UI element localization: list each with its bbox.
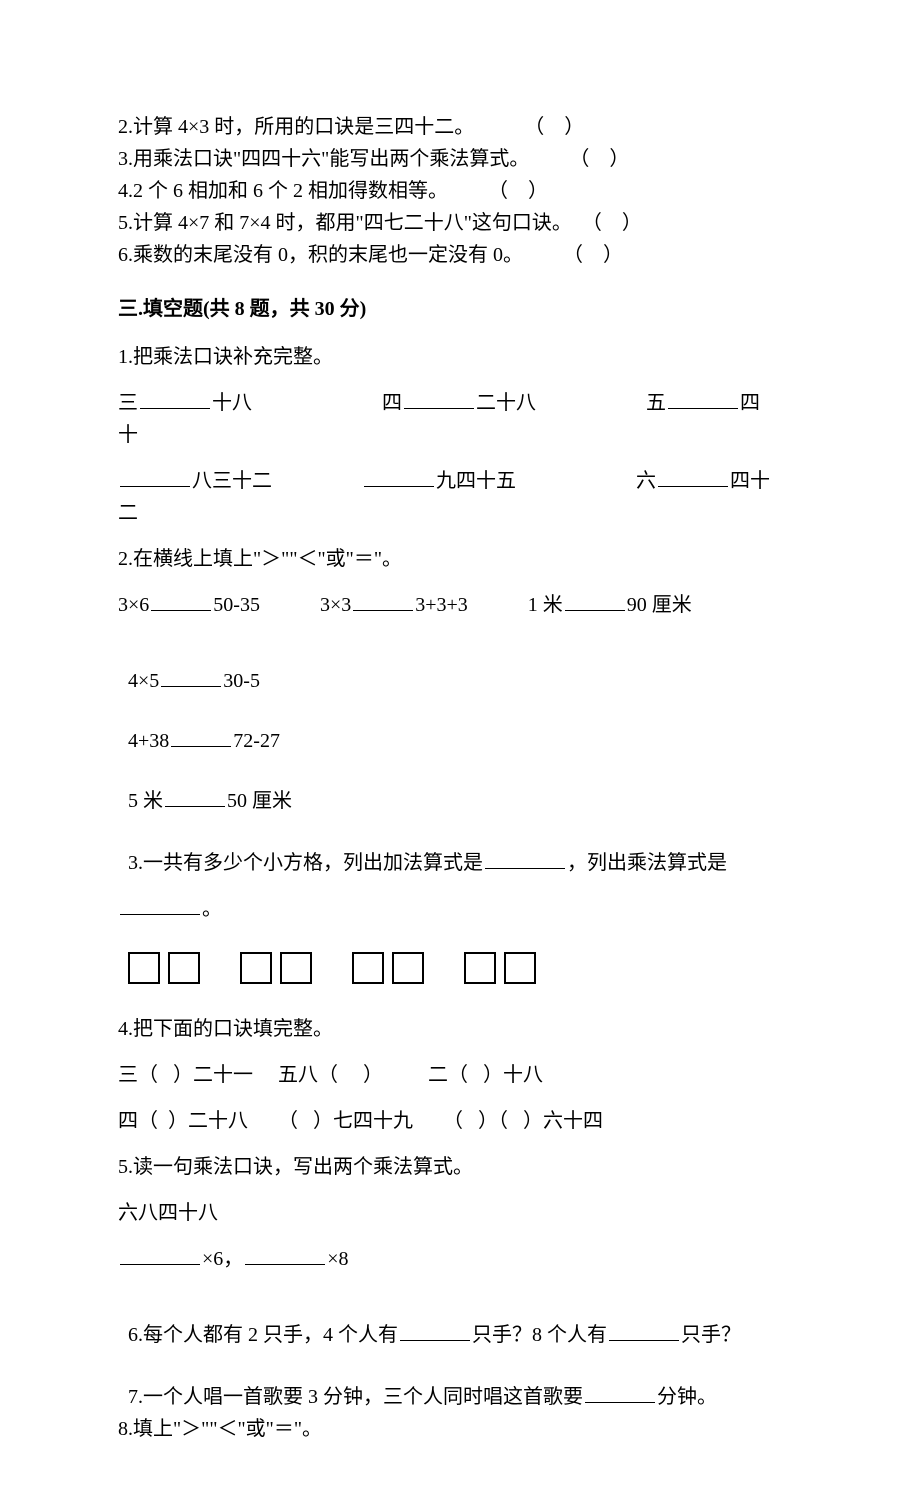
- q1-r1-a-post: 十八: [212, 392, 252, 414]
- q2-r2-b-r: 72-27: [233, 730, 280, 752]
- q4-lead: 4.把下面的口诀填完整。: [118, 1014, 802, 1044]
- square: [504, 952, 536, 984]
- q1-r1-tail: 十: [118, 420, 802, 450]
- blank[interactable]: [120, 466, 190, 487]
- q5-phrase: 六八四十八: [118, 1198, 802, 1228]
- judge-item: 5.计算 4×7 和 7×4 时，都用"四七二十八"这句口诀。 （ ）: [118, 208, 802, 238]
- square: [240, 952, 272, 984]
- q1-r2-a-post: 八三十二: [192, 470, 272, 492]
- square-pair: [352, 952, 424, 984]
- blank[interactable]: [171, 726, 231, 747]
- q5-tail-a: ×6，: [202, 1248, 243, 1270]
- q1-r2-c-pre: 六: [636, 470, 656, 492]
- square-pair: [128, 952, 200, 984]
- q4-row1: 三（ ）二十一 五八（ ） 二（ ）十八: [118, 1060, 802, 1090]
- blank[interactable]: [140, 388, 210, 409]
- q1-r2-b-post: 九四十五: [436, 470, 516, 492]
- q7: 7.一个人唱一首歌要 3 分钟，三个人同时唱这首歌要 分钟。: [118, 1352, 802, 1412]
- q3-text-b: ，列出乘法算式是: [567, 852, 727, 874]
- q1-r2-tail: 二: [118, 498, 802, 528]
- q5-tail-b: ×8: [327, 1248, 348, 1270]
- q7-b: 分钟。: [657, 1386, 717, 1408]
- q1-row1: 三 十八 四 二十八 五 四: [118, 388, 802, 418]
- q2-r1-a-r: 50-35: [213, 594, 260, 616]
- square-pair: [240, 952, 312, 984]
- square: [352, 952, 384, 984]
- q2-r1-c-r: 90 厘米: [627, 594, 692, 616]
- blank[interactable]: [120, 894, 200, 915]
- square: [280, 952, 312, 984]
- q6-b: 只手？8 个人有: [472, 1324, 607, 1346]
- blank[interactable]: [353, 590, 413, 611]
- q1-row2: 八三十二 九四十五 六 四十: [118, 466, 802, 496]
- judge-item: 4.2 个 6 相加和 6 个 2 相加得数相等。 （ ）: [118, 176, 802, 206]
- q6-c: 只手？: [681, 1324, 741, 1346]
- q2-r1-c-l: 1 米: [528, 594, 563, 616]
- q2-r1-b-l: 3×3: [320, 594, 351, 616]
- blank[interactable]: [609, 1320, 679, 1341]
- square: [168, 952, 200, 984]
- blank[interactable]: [565, 590, 625, 611]
- q6-a: 6.每个人都有 2 只手，4 个人有: [128, 1324, 398, 1346]
- judge-item: 2.计算 4×3 时，所用的口诀是三四十二。 （ ）: [118, 112, 802, 142]
- blank[interactable]: [668, 388, 738, 409]
- q8: 8.填上"＞""＜"或"＝"。: [118, 1414, 802, 1444]
- q2-r2-b-l: 4+38: [128, 730, 169, 752]
- blank[interactable]: [404, 388, 474, 409]
- blank[interactable]: [151, 590, 211, 611]
- q2-r2-c-r: 50 厘米: [227, 790, 292, 812]
- judge-item: 3.用乘法口诀"四四十六"能写出两个乘法算式。 （ ）: [118, 144, 802, 174]
- blank[interactable]: [658, 466, 728, 487]
- q2-r1-b-r: 3+3+3: [415, 594, 468, 616]
- q1-lead: 1.把乘法口诀补充完整。: [118, 342, 802, 372]
- q2-lead: 2.在横线上填上"＞""＜"或"＝"。: [118, 544, 802, 574]
- q2-r2-c-l: 5 米: [128, 790, 163, 812]
- q3-line2: 。: [118, 894, 802, 924]
- blank[interactable]: [400, 1320, 470, 1341]
- q7-a: 7.一个人唱一首歌要 3 分钟，三个人同时唱这首歌要: [128, 1386, 583, 1408]
- judge-block: 2.计算 4×3 时，所用的口诀是三四十二。 （ ） 3.用乘法口诀"四四十六"…: [118, 112, 802, 270]
- blank[interactable]: [364, 466, 434, 487]
- q6: 6.每个人都有 2 只手，4 个人有 只手？8 个人有 只手？: [118, 1290, 802, 1350]
- q3-line1: 3.一共有多少个小方格，列出加法算式是 ，列出乘法算式是: [118, 818, 802, 878]
- blank[interactable]: [485, 848, 565, 869]
- q1-r1-b-post: 二十八: [476, 392, 536, 414]
- q1-r2-c-post: 四十: [730, 470, 770, 492]
- square-pair: [464, 952, 536, 984]
- section-3-heading: 三.填空题(共 8 题，共 30 分): [118, 294, 802, 324]
- q1-r1-c-post: 四: [740, 392, 760, 414]
- q1-r1-a-pre: 三: [118, 392, 138, 414]
- q3-text-a: 3.一共有多少个小方格，列出加法算式是: [128, 852, 483, 874]
- blank[interactable]: [245, 1244, 325, 1265]
- square: [392, 952, 424, 984]
- q1-r1-b-pre: 四: [382, 392, 402, 414]
- q1-r1-c-pre: 五: [646, 392, 666, 414]
- q3-squares: [128, 952, 802, 984]
- square: [128, 952, 160, 984]
- blank[interactable]: [165, 786, 225, 807]
- judge-item: 6.乘数的末尾没有 0，积的末尾也一定没有 0。 （ ）: [118, 240, 802, 270]
- q5-answers: ×6， ×8: [118, 1244, 802, 1274]
- blank[interactable]: [120, 1244, 200, 1265]
- q5-lead: 5.读一句乘法口诀，写出两个乘法算式。: [118, 1152, 802, 1182]
- q3-tail: 。: [202, 898, 222, 920]
- blank[interactable]: [161, 666, 221, 687]
- q2-row1: 3×6 50-35 3×3 3+3+3 1 米 90 厘米: [118, 590, 802, 620]
- q2-r1-a-l: 3×6: [118, 594, 149, 616]
- q4-row2: 四（ ）二十八 （ ）七四十九 （ ）（ ）六十四: [118, 1106, 802, 1136]
- q2-row2: 4×5 30-5 4+38 72-27 5 米 50 厘米: [118, 636, 802, 816]
- blank[interactable]: [585, 1382, 655, 1403]
- q2-r2-a-r: 30-5: [223, 670, 260, 692]
- q2-r2-a-l: 4×5: [128, 670, 159, 692]
- square: [464, 952, 496, 984]
